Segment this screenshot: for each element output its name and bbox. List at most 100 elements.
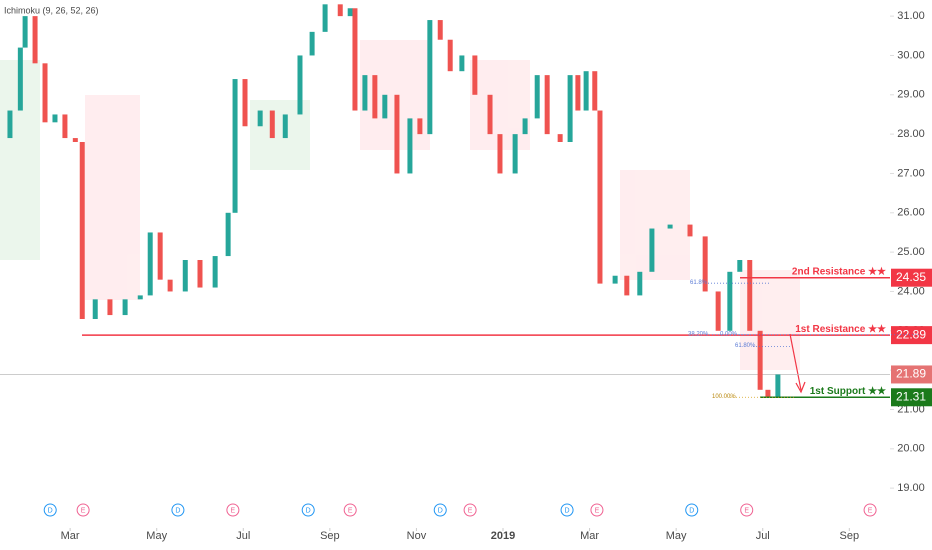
price-badge (891, 268, 932, 287)
y-tick-label: 27.00 (897, 167, 925, 179)
event-marker (590, 503, 604, 517)
candle (137, 295, 143, 300)
event-marker (740, 503, 754, 517)
candle (147, 232, 153, 296)
event-label: D (306, 507, 311, 514)
y-tick-label: 20.00 (897, 443, 925, 455)
arrow-head (795, 381, 806, 394)
candle (487, 94, 493, 135)
candle (637, 271, 643, 296)
price-badge-label: 22.89 (896, 327, 926, 341)
event-label: E (348, 507, 353, 514)
candle (7, 110, 13, 139)
candle (544, 75, 550, 135)
candle (212, 256, 218, 288)
candle (107, 299, 113, 316)
y-tick-label: 26.00 (897, 207, 925, 219)
candle (747, 260, 753, 331)
x-tick-label: Sep (320, 530, 340, 542)
fib-label: 100.00% (712, 394, 736, 400)
event-label: D (689, 507, 694, 514)
event-label: D (48, 507, 53, 514)
candle (522, 118, 528, 135)
candle (79, 141, 85, 320)
candle (257, 110, 263, 127)
event-label: E (81, 507, 86, 514)
candle (417, 118, 423, 135)
candle (22, 16, 28, 48)
candle (352, 8, 358, 111)
candle (32, 16, 38, 64)
candle (225, 212, 231, 257)
candle (447, 39, 453, 72)
candle (687, 224, 693, 237)
candle (72, 138, 78, 142)
candle (757, 330, 763, 390)
candle (737, 260, 743, 272)
candle (702, 236, 708, 292)
candle (765, 389, 771, 398)
event-label: D (565, 507, 570, 514)
x-tick-label: May (146, 530, 167, 542)
candle (167, 279, 173, 292)
projection-arrow (789, 333, 802, 391)
y-tick-label: 25.00 (897, 246, 925, 258)
y-tick-label: 28.00 (897, 128, 925, 140)
candle (382, 94, 388, 119)
candle (557, 134, 563, 142)
candle (42, 63, 48, 123)
event-marker (301, 503, 315, 517)
candle (122, 299, 128, 316)
candle (459, 55, 465, 72)
candle (197, 260, 203, 288)
candle (309, 31, 315, 56)
candle (157, 232, 163, 280)
candle (242, 79, 248, 127)
y-tick-label: 29.00 (897, 89, 925, 101)
event-marker (685, 503, 699, 517)
candle (612, 275, 618, 284)
candle (92, 299, 98, 320)
x-tick-label: Mar (61, 530, 80, 542)
candle (727, 271, 733, 331)
fib-label: 61.8% (690, 280, 708, 286)
event-label: E (231, 507, 236, 514)
candle (372, 75, 378, 119)
event-marker (171, 503, 185, 517)
y-tick-label: 19.00 (897, 482, 925, 494)
x-tick-label: Nov (407, 530, 427, 542)
price-badge (891, 388, 932, 407)
price-badge (891, 365, 932, 384)
x-tick-label: Mar (580, 530, 599, 542)
event-label: D (438, 507, 443, 514)
event-marker (76, 503, 90, 517)
event-label: E (595, 507, 600, 514)
candle (497, 134, 503, 174)
event-marker (43, 503, 57, 517)
event-label: E (744, 507, 749, 514)
candle (62, 114, 68, 139)
price-badge (891, 326, 932, 345)
price-badge-label: 24.35 (896, 270, 926, 284)
event-label: E (868, 507, 873, 514)
level-name: 1st Support ★★ (810, 386, 886, 397)
candle (592, 71, 598, 111)
y-tick-label: 30.00 (897, 49, 925, 61)
event-marker (560, 503, 574, 517)
price-badge-label: 21.31 (896, 389, 926, 403)
cloud (620, 170, 690, 280)
candle (297, 55, 303, 115)
event-marker (433, 503, 447, 517)
candle (567, 75, 573, 142)
candle (282, 114, 288, 139)
candle (427, 20, 433, 135)
candle (534, 75, 540, 119)
candle (667, 224, 673, 229)
y-tick-label: 31.00 (897, 10, 925, 22)
candle (437, 20, 443, 40)
candle (472, 55, 478, 95)
event-label: D (175, 507, 180, 514)
